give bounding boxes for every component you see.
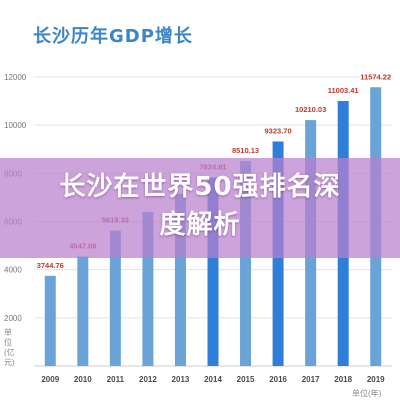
bar-2009 <box>44 275 56 366</box>
bar-2010 <box>77 256 89 366</box>
y-axis-unit: 单位(亿元) <box>4 328 15 367</box>
x-tick-label: 2017 <box>302 375 320 384</box>
bar-2014 <box>207 177 219 366</box>
x-tick-label: 2012 <box>139 375 157 384</box>
banner-line-2: 度解析 <box>159 210 241 240</box>
x-tick-label: 2014 <box>204 375 222 384</box>
value-label-2018: 11003.41 <box>328 86 359 95</box>
value-label-2016: 9323.70 <box>265 126 292 135</box>
y-tick-label: 4000 <box>4 266 22 275</box>
x-axis-unit: 单位(年) <box>352 389 382 398</box>
x-tick-label: 2016 <box>269 375 287 384</box>
banner-line-1: 长沙在世界50强排名深 <box>59 172 341 202</box>
overlay-banner <box>0 158 400 258</box>
value-label-2019: 11574.22 <box>360 72 391 81</box>
chart-title: 长沙历年GDP增长 <box>33 26 193 47</box>
bar-2015 <box>240 161 252 366</box>
x-tick-label: 2009 <box>41 375 59 384</box>
bar-2012 <box>142 211 154 366</box>
y-tick-label: 2000 <box>4 314 22 323</box>
x-tick-label: 2019 <box>367 375 385 384</box>
x-tick-label: 2011 <box>107 375 125 384</box>
x-tick-label: 2013 <box>172 375 190 384</box>
value-label-2017: 10210.03 <box>295 105 326 114</box>
bar-2013 <box>174 193 186 366</box>
x-tick-label: 2018 <box>334 375 352 384</box>
y-tick-label: 10000 <box>4 121 27 130</box>
bar-2011 <box>109 230 121 366</box>
value-label-2015: 8510.13 <box>232 146 259 155</box>
banner-heading: 长沙在世界50强排名深 度解析 <box>40 168 360 244</box>
x-tick-label: 2010 <box>74 375 92 384</box>
x-tick-label: 2015 <box>237 375 255 384</box>
value-label-2009: 3744.76 <box>37 261 64 270</box>
y-tick-label: 12000 <box>4 73 27 82</box>
